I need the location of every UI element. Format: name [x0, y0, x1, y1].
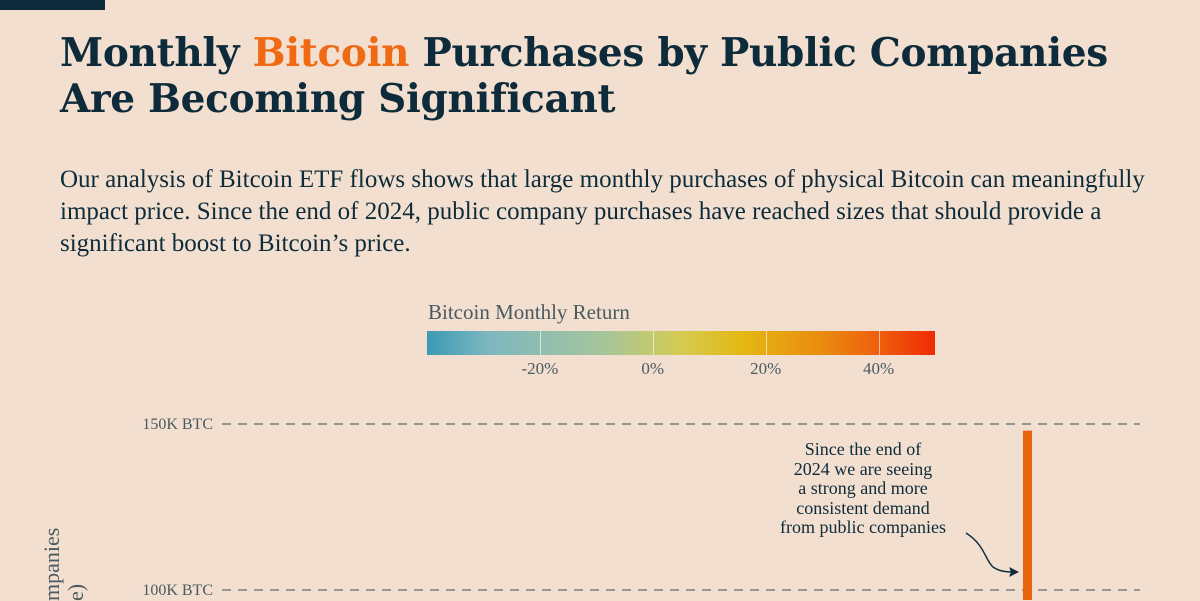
subtitle: Our analysis of Bitcoin ETF flows shows … — [60, 166, 1145, 257]
legend-tick-label: 40% — [862, 359, 895, 378]
title-part2: Purchases by Public Companies — [409, 30, 1108, 76]
legend-tick — [765, 331, 767, 355]
annotation-line: from public companies — [780, 517, 946, 537]
top-accent-bar — [0, 0, 105, 10]
annotation-arrow — [965, 532, 1017, 573]
page-title: Monthly Bitcoin Purchases by Public Comp… — [60, 30, 1108, 122]
y-tick-label: 150K BTC — [142, 416, 213, 433]
color-legend-bar — [427, 331, 935, 355]
annotation-line: 2024 we are seeing — [793, 458, 933, 479]
legend-tick — [539, 331, 541, 355]
arrow-head-icon — [1009, 567, 1019, 577]
title-part1: Monthly — [60, 30, 253, 76]
annotation-line: Since the end of — [804, 439, 922, 459]
legend-tick-label: 0% — [641, 359, 665, 378]
legend-tick — [652, 331, 654, 355]
annotation-text: Since the end of 2024 we are seeing a st… — [740, 439, 986, 538]
annotation-line: consistent demand — [796, 497, 930, 518]
bar — [1023, 430, 1032, 600]
legend-title: Bitcoin Monthly Return — [428, 300, 630, 324]
legend-tick-label: -20% — [521, 359, 559, 378]
legend-tick-label: 20% — [750, 359, 782, 378]
annotation-line: a strong and more — [798, 478, 928, 498]
legend-tick — [878, 331, 880, 355]
title-line2: Are Becoming Significant — [60, 76, 616, 122]
title-highlight: Bitcoin — [252, 30, 410, 76]
y-tick-label: 100K BTC — [142, 582, 213, 599]
